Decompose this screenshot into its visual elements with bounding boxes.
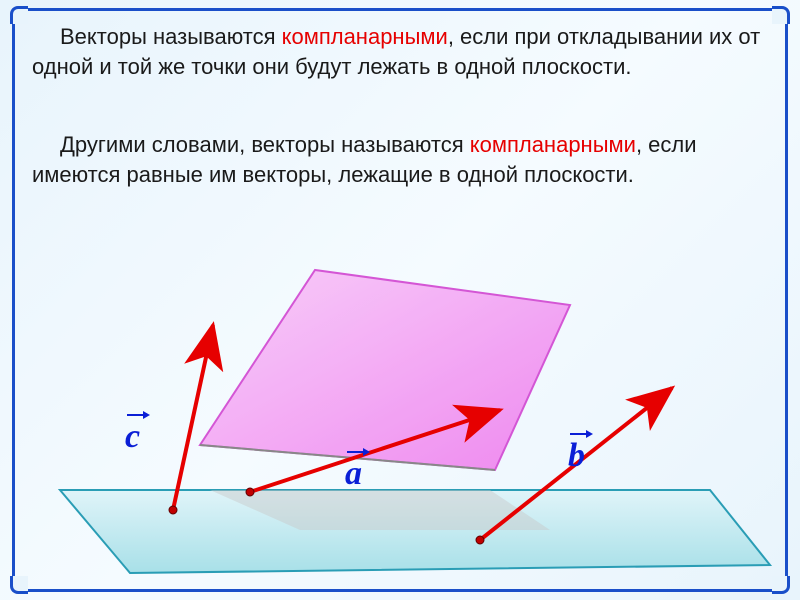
corner-bl [10, 576, 28, 594]
corner-br [772, 576, 790, 594]
dot-a [246, 488, 254, 496]
corner-tr [772, 6, 790, 24]
vertical-plane [200, 270, 570, 470]
label-c: c [125, 418, 140, 456]
corner-tl [10, 6, 28, 24]
vector-c [173, 325, 213, 510]
label-a: a [345, 455, 362, 493]
diagram-svg [0, 0, 800, 600]
dot-c [169, 506, 177, 514]
label-b: b [568, 437, 585, 475]
dot-b [476, 536, 484, 544]
